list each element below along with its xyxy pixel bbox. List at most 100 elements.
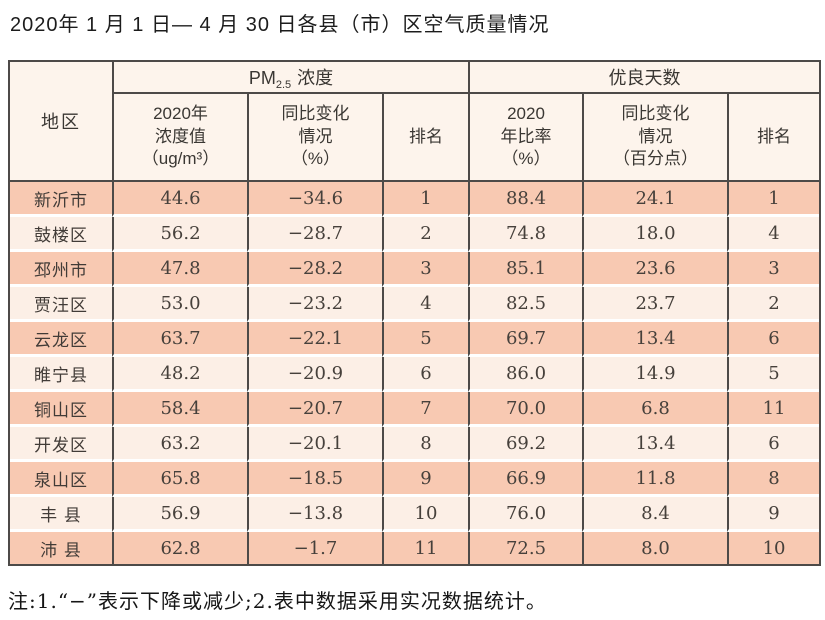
days-rank-cell: 5 [727, 357, 820, 392]
footnote: 注:1.“−”表示下降或减少;2.表中数据采用实况数据统计。 [8, 589, 547, 613]
pm-value-cell: 56.2 [112, 217, 247, 252]
pm-change-cell: −34.6 [247, 182, 382, 217]
column-header-days-change: 同比变化 情况 （百分点） [582, 94, 727, 182]
pm-rank-cell: 7 [382, 392, 468, 427]
region-cell: 丰 县 [10, 497, 112, 532]
days-rank-cell: 2 [727, 287, 820, 322]
column-header-pm-change: 同比变化 情况 （%） [247, 94, 382, 182]
pm-rank-cell: 2 [382, 217, 468, 252]
table-row: 沛 县 62.8 −1.7 11 72.5 8.0 10 [10, 532, 820, 564]
column-header-pm-value: 2020年 浓度值 （ug/m³） [112, 94, 247, 182]
column-header-days-rank: 排名 [727, 94, 820, 182]
days-change-cell: 8.4 [582, 497, 727, 532]
days-rank-cell: 6 [727, 322, 820, 357]
region-cell: 云龙区 [10, 322, 112, 357]
column-header-pm-rank: 排名 [382, 94, 468, 182]
days-ratio-cell: 69.7 [468, 322, 582, 357]
header-group-row: 地区 PM2.5 浓度 优良天数 [10, 62, 820, 182]
region-cell: 邳州市 [10, 252, 112, 287]
days-ratio-cell: 72.5 [468, 532, 582, 564]
table-row: 云龙区 63.7 −22.1 5 69.7 13.4 6 [10, 322, 820, 357]
region-cell: 贾汪区 [10, 287, 112, 322]
header-sub-row: 2020年 浓度值 （ug/m³） 同比变化 情况 （%） 排名 2020 年比… [10, 94, 820, 182]
table-row: 开发区 63.2 −20.1 8 69.2 13.4 6 [10, 427, 820, 462]
days-ratio-cell: 69.2 [468, 427, 582, 462]
pm-value-cell: 44.6 [112, 182, 247, 217]
days-ratio-cell: 70.0 [468, 392, 582, 427]
days-change-cell: 11.8 [582, 462, 727, 497]
pm-change-cell: −28.7 [247, 217, 382, 252]
pm-rank-cell: 10 [382, 497, 468, 532]
pm-rank-cell: 5 [382, 322, 468, 357]
days-change-cell: 6.8 [582, 392, 727, 427]
days-ratio-cell: 86.0 [468, 357, 582, 392]
pm-value-cell: 47.8 [112, 252, 247, 287]
column-group-pm25: PM2.5 浓度 [112, 62, 468, 94]
pm-rank-cell: 9 [382, 462, 468, 497]
days-change-cell: 23.6 [582, 252, 727, 287]
pm-value-cell: 53.0 [112, 287, 247, 322]
region-cell: 泉山区 [10, 462, 112, 497]
pm-value-cell: 63.2 [112, 427, 247, 462]
table-header: 地区 PM2.5 浓度 优良天数 2020年 浓度值 （ug/m³） 同比变化 情… [10, 62, 820, 182]
days-ratio-cell: 85.1 [468, 252, 582, 287]
pm-change-cell: −22.1 [247, 322, 382, 357]
pm25-label-suffix: 浓度 [297, 67, 334, 88]
days-ratio-cell: 88.4 [468, 182, 582, 217]
days-ratio-cell: 74.8 [468, 217, 582, 252]
region-cell: 睢宁县 [10, 357, 112, 392]
region-cell: 沛 县 [10, 532, 112, 564]
pm-change-cell: −28.2 [247, 252, 382, 287]
days-ratio-cell: 76.0 [468, 497, 582, 532]
table-row: 睢宁县 48.2 −20.9 6 86.0 14.9 5 [10, 357, 820, 392]
table-row: 泉山区 65.8 −18.5 9 66.9 11.8 8 [10, 462, 820, 497]
days-rank-cell: 1 [727, 182, 820, 217]
pm-value-cell: 56.9 [112, 497, 247, 532]
pm-rank-cell: 4 [382, 287, 468, 322]
column-header-region: 地区 [10, 62, 112, 182]
days-change-cell: 14.9 [582, 357, 727, 392]
table-row: 邳州市 47.8 −28.2 3 85.1 23.6 3 [10, 252, 820, 287]
days-change-cell: 18.0 [582, 217, 727, 252]
pm-change-cell: −23.2 [247, 287, 382, 322]
days-rank-cell: 6 [727, 427, 820, 462]
table-row: 铜山区 58.4 −20.7 7 70.0 6.8 11 [10, 392, 820, 427]
pm-value-cell: 58.4 [112, 392, 247, 427]
table-row: 丰 县 56.9 −13.8 10 76.0 8.4 9 [10, 497, 820, 532]
pm-value-cell: 65.8 [112, 462, 247, 497]
table-row: 新沂市 44.6 −34.6 1 88.4 24.1 1 [10, 182, 820, 217]
days-ratio-cell: 66.9 [468, 462, 582, 497]
table-row: 贾汪区 53.0 −23.2 4 82.5 23.7 2 [10, 287, 820, 322]
pm-rank-cell: 8 [382, 427, 468, 462]
days-change-cell: 23.7 [582, 287, 727, 322]
column-header-days-ratio: 2020 年比率 （%） [468, 94, 582, 182]
table-body: 新沂市 44.6 −34.6 1 88.4 24.1 1 鼓楼区 56.2 −2… [10, 182, 820, 564]
days-rank-cell: 11 [727, 392, 820, 427]
days-rank-cell: 4 [727, 217, 820, 252]
pm-change-cell: −13.8 [247, 497, 382, 532]
pm-rank-cell: 3 [382, 252, 468, 287]
days-rank-cell: 9 [727, 497, 820, 532]
region-cell: 铜山区 [10, 392, 112, 427]
pm25-label-prefix: PM [248, 67, 276, 88]
region-cell: 开发区 [10, 427, 112, 462]
pm-rank-cell: 6 [382, 357, 468, 392]
pm-change-cell: −18.5 [247, 462, 382, 497]
table-row: 鼓楼区 56.2 −28.7 2 74.8 18.0 4 [10, 217, 820, 252]
pm-value-cell: 48.2 [112, 357, 247, 392]
days-rank-cell: 8 [727, 462, 820, 497]
days-change-cell: 24.1 [582, 182, 727, 217]
days-change-cell: 8.0 [582, 532, 727, 564]
pm-change-cell: −1.7 [247, 532, 382, 564]
pm-rank-cell: 1 [382, 182, 468, 217]
region-cell: 鼓楼区 [10, 217, 112, 252]
days-change-cell: 13.4 [582, 427, 727, 462]
days-rank-cell: 3 [727, 252, 820, 287]
days-change-cell: 13.4 [582, 322, 727, 357]
pm-change-cell: −20.9 [247, 357, 382, 392]
pm25-label-subscript: 2.5 [275, 78, 292, 91]
pm-change-cell: −20.1 [247, 427, 382, 462]
days-rank-cell: 10 [727, 532, 820, 564]
page-title: 2020年 1 月 1 日— 4 月 30 日各县（市）区空气质量情况 [10, 14, 550, 36]
pm-change-cell: −20.7 [247, 392, 382, 427]
